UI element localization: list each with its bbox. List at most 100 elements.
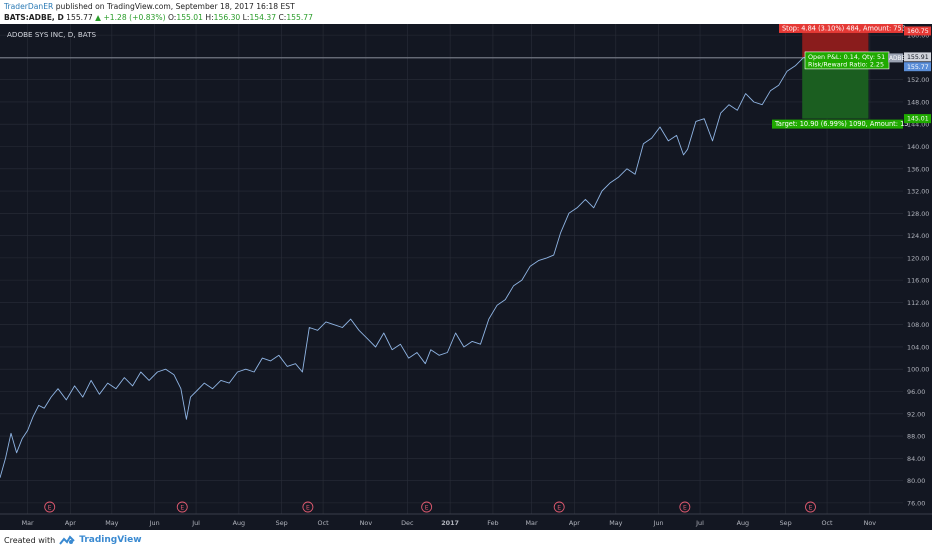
published-text: published on TradingView.com, September … [55,2,295,11]
low-value: 154.37 [249,13,277,22]
y-tick-label: 84.00 [907,455,925,463]
x-tick-label: May [609,519,622,527]
x-tick-label: Oct [822,519,834,527]
symbol-label: BATS:ADBE, D [4,13,64,22]
y-tick-label: 80.00 [907,477,925,485]
earnings-marker-label: E [180,504,184,511]
open-label: O: [167,13,177,22]
y-tick-label: 88.00 [907,433,925,441]
target-price-tag-bg [904,114,931,124]
x-tick-label: Jun [653,519,664,527]
x-tick-label: Nov [864,519,877,527]
entry-price-tag-bg [904,52,931,62]
earnings-marker [805,501,816,513]
x-tick-label: Dec [401,519,414,527]
grid [0,24,903,514]
earnings-marker [553,501,565,513]
earnings-marker-label: E [683,504,687,511]
publish-info: TraderDanER published on TradingView.com… [4,2,295,11]
x-tick-label: Mar [22,519,34,527]
entry-tag-bg [888,53,903,63]
x-tick-label: Apr [65,519,76,527]
x-tick-label: Mar [526,519,538,527]
y-tick-label: 76.00 [907,499,925,507]
entry-price-tag: 155.91 [907,54,929,61]
y-tick-label: 124.00 [907,232,929,240]
stop-price-tag: 160.75 [907,28,929,35]
y-tick-label: 152.00 [907,76,929,84]
close-value: 155.77 [286,13,313,22]
target-price-tag: 145.01 [907,116,929,123]
x-tick-label: Sep [276,519,288,527]
earnings-marker-label: E [306,504,310,511]
earnings-marker-label: E [48,504,52,511]
y-tick-label: 116.00 [907,277,929,285]
x-tick-label: Jul [191,519,200,527]
created-with-text: Created with [4,535,56,545]
current-price-tag: 155.77 [907,64,929,71]
x-tick-label: Apr [569,519,580,527]
series-layer [0,56,903,478]
price-chart[interactable]: 76.00 80.00 84.00 88.00 92.00 96.00 100.00 104.… [0,24,932,530]
earnings-marker [302,501,314,513]
earnings-marker [44,501,56,513]
x-tick-label: May [105,519,118,527]
x-tick-label: Jun [149,519,160,527]
high-value: 156.30 [213,13,241,22]
close-label: C: [278,13,287,22]
y-tick-label: 148.00 [907,98,929,106]
x-tick-label: Aug [233,519,245,527]
target-label-bg [772,119,903,129]
last-price: 155.77 [66,13,93,22]
earnings-marker [176,501,188,513]
open-value: 155.01 [176,13,203,22]
x-tick-label: Feb [487,519,498,527]
author-link[interactable]: TraderDanER [4,2,54,11]
entry-tag: ADBE [889,56,905,62]
y-tick-label: 104.00 [907,343,929,351]
brand-name[interactable]: TradingView [79,535,142,545]
axes: 76.00 80.00 84.00 88.00 92.00 96.00 100.00 104.… [0,24,932,530]
x-tick-label: Sep [780,519,792,527]
stop-label: Stop: 4.84 (3.10%) 484, Amount: 753 [782,25,906,33]
stop-price-tag-bg [904,26,931,36]
x-tick-label: 2017 [441,519,459,527]
rr-text: Risk/Reward Ratio: 2.25 [808,60,884,68]
y-tick-label: 140.00 [907,143,929,151]
chart-background [0,24,932,530]
y-tick-label: 132.00 [907,188,929,196]
y-tick-label: 108.00 [907,321,929,329]
earnings-marker-label: E [425,504,429,511]
y-tick-label: 92.00 [907,410,925,418]
y-tick-label: 112.00 [907,299,929,307]
position-tool[interactable] [802,30,869,119]
x-tick-label: Aug [737,519,749,527]
x-tick-label: Jul [695,519,704,527]
x-tick-label: Oct [318,519,330,527]
y-axis-panel [903,24,932,530]
x-tick-label: Nov [360,519,373,527]
y-tick-label: 96.00 [907,388,925,396]
pnl-text: Open P&L: 0.14, Qty: 51 [808,53,885,61]
earnings-marker [679,501,691,513]
earnings-marker-label: E [809,504,813,511]
earnings-marker-label: E [557,504,561,511]
y-tick-label: 144.00 [907,121,929,129]
high-label: H: [205,13,214,22]
up-arrow-icon: ▲ [95,13,102,22]
price-change: +1.28 (+0.83%) [103,13,166,22]
y-tick-label: 128.00 [907,210,929,218]
earnings-marker [421,501,433,513]
chart-title: ADOBE SYS INC, D, BATS [7,30,97,39]
low-label: L: [242,13,250,22]
current-price-tag-bg [904,62,931,72]
stop-label-bg [779,24,903,33]
position-labels: Stop: 4.84 (3.10%) 484, Amount: 753 Targe… [772,24,931,129]
tradingview-logo-icon [59,535,75,545]
footer: Created with TradingView [4,535,142,545]
y-tick-label: 160.00 [907,32,929,40]
target-label: Target: 10.90 (6.99%) 1090, Amount: 15 [774,120,908,128]
y-tick-label: 120.00 [907,254,929,262]
symbol-info: BATS:ADBE, D 155.77 ▲ +1.28 (+0.83%) O:1… [4,13,313,22]
